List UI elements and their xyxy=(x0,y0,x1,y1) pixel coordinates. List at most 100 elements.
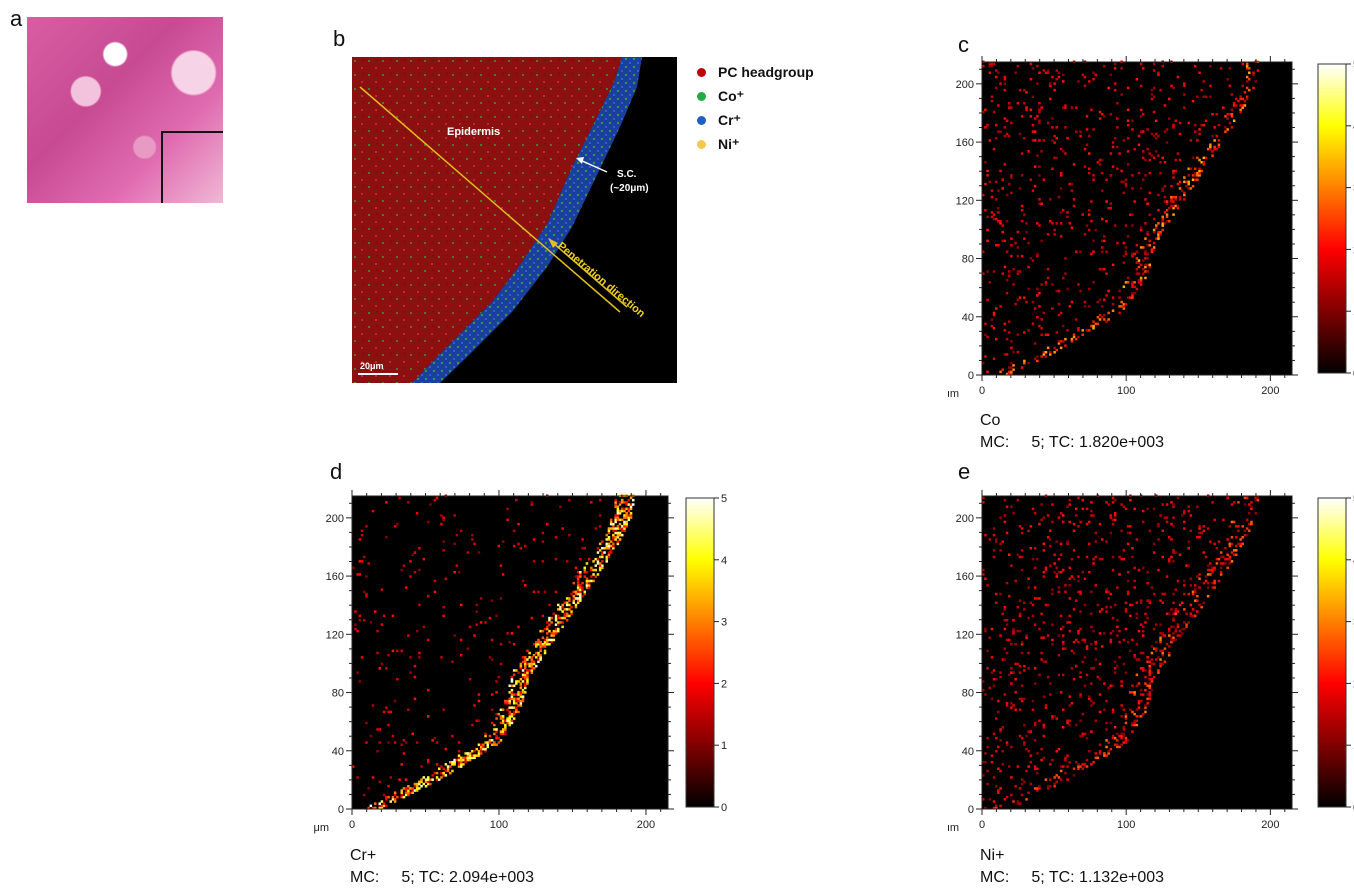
heatmap-cell xyxy=(365,525,368,528)
heatmap-cell xyxy=(1250,522,1253,526)
heatmap-cell xyxy=(1040,202,1043,205)
heatmap-cell xyxy=(1137,702,1141,705)
heatmap-cell xyxy=(1055,348,1058,352)
heatmap-cell xyxy=(499,643,503,646)
heatmap-cell xyxy=(1204,555,1208,559)
heatmap-cell xyxy=(1096,603,1100,607)
heatmap-cell xyxy=(982,64,985,68)
heatmap-cell xyxy=(1146,147,1149,151)
heatmap-cell xyxy=(1001,178,1004,181)
heatmap-cell xyxy=(1105,699,1108,703)
heatmap-cell xyxy=(986,228,989,232)
heatmap-cell xyxy=(1142,156,1145,160)
heatmap-cell xyxy=(1090,252,1093,256)
heatmap-cell xyxy=(378,741,381,744)
heatmap-cell xyxy=(1222,106,1225,109)
heatmap-cell xyxy=(1094,228,1097,232)
heatmap-cell xyxy=(1159,161,1162,164)
heatmap-cell xyxy=(453,542,456,546)
heatmap-cell xyxy=(1038,121,1041,125)
heatmap-cell xyxy=(1081,763,1084,766)
heatmap-cell xyxy=(1135,723,1139,727)
heatmap-cell xyxy=(1224,130,1227,133)
heatmap-cell xyxy=(537,643,540,646)
heatmap-cell xyxy=(579,592,582,596)
heatmap-cell xyxy=(524,584,527,587)
heatmap-cell xyxy=(471,533,474,537)
heatmap-cell xyxy=(1241,106,1244,109)
heatmap-cell xyxy=(1059,765,1063,768)
heatmap-cell xyxy=(539,643,542,646)
heatmap-cell xyxy=(1053,141,1056,144)
heatmap-cell xyxy=(1038,202,1041,205)
heatmap-cell xyxy=(1051,638,1054,642)
heatmap-cell xyxy=(532,667,536,670)
heatmap-cell xyxy=(561,625,564,629)
heatmap-cell xyxy=(1209,562,1212,565)
heatmap-cell xyxy=(576,584,580,587)
heatmap-cell xyxy=(1029,782,1033,786)
heatmap-cell xyxy=(1120,684,1123,687)
heatmap-cell xyxy=(387,723,390,727)
heatmap-cell xyxy=(1033,667,1037,670)
heatmap-cell xyxy=(552,629,556,633)
heatmap-cell xyxy=(1036,252,1039,256)
heatmap-cell xyxy=(1187,509,1190,513)
legend-text: Cr⁺ xyxy=(718,111,741,128)
heatmap-cell xyxy=(1005,337,1009,341)
heatmap-cell xyxy=(1202,161,1206,164)
heatmap-cell xyxy=(1012,619,1015,622)
heatmap-cell xyxy=(1070,649,1074,653)
heatmap-cell xyxy=(984,629,987,633)
heatmap-cell xyxy=(1055,222,1058,225)
heatmap-cell xyxy=(1116,739,1119,742)
heatmap-cell xyxy=(1098,163,1102,166)
heatmap-cell xyxy=(1113,67,1117,70)
heatmap-cell xyxy=(1124,182,1128,186)
heatmap-cell xyxy=(568,498,571,502)
heatmap-cell xyxy=(1070,106,1074,109)
heatmap-cell xyxy=(1094,756,1097,760)
heatmap-cell xyxy=(539,629,542,633)
heatmap-cell xyxy=(607,536,611,539)
heatmap-cell xyxy=(1051,222,1054,225)
heatmap-cell xyxy=(992,669,996,672)
heatmap-cell xyxy=(486,741,489,744)
heatmap-cell xyxy=(1142,509,1145,513)
heatmap-cell xyxy=(415,785,419,788)
heatmap-cell xyxy=(546,638,549,642)
heatmap-cell xyxy=(1120,529,1123,532)
heatmap-cell xyxy=(378,667,381,670)
heatmap-cell xyxy=(1075,130,1078,133)
heatmap-cell xyxy=(517,625,520,629)
heatmap-cell xyxy=(1133,691,1136,694)
heatmap-cell xyxy=(486,745,489,749)
heatmap-cell xyxy=(1126,163,1130,166)
heatmap-cell xyxy=(1133,147,1136,151)
heatmap-cell xyxy=(1196,139,1199,142)
heatmap-cell xyxy=(530,667,534,670)
heatmap-cell xyxy=(561,603,564,607)
heatmap-cell xyxy=(1085,673,1089,677)
mc-line: MC: 5; TC: 1.132e+003 xyxy=(980,867,1164,889)
heatmap-cell xyxy=(1077,640,1080,644)
heatmap-cell xyxy=(1059,340,1063,343)
heatmap-cell xyxy=(1020,568,1024,572)
heatmap-cell xyxy=(576,599,580,602)
heatmap-cell xyxy=(1196,536,1199,539)
heatmap-cell xyxy=(446,769,450,773)
heatmap-cell xyxy=(1144,265,1147,269)
heatmap-cell xyxy=(512,693,516,696)
heatmap-cell xyxy=(992,806,996,810)
heatmap-cell xyxy=(367,787,370,790)
heatmap-cell xyxy=(1066,137,1069,140)
heatmap-cell xyxy=(535,664,538,668)
heatmap-cell xyxy=(1094,719,1097,722)
heatmap-cell xyxy=(1038,292,1041,295)
heatmap-cell xyxy=(1081,498,1084,502)
heatmap-cell xyxy=(460,638,463,642)
heatmap-cell xyxy=(1008,366,1011,369)
heatmap-cell xyxy=(1055,750,1058,753)
heatmap-cell xyxy=(479,621,483,624)
